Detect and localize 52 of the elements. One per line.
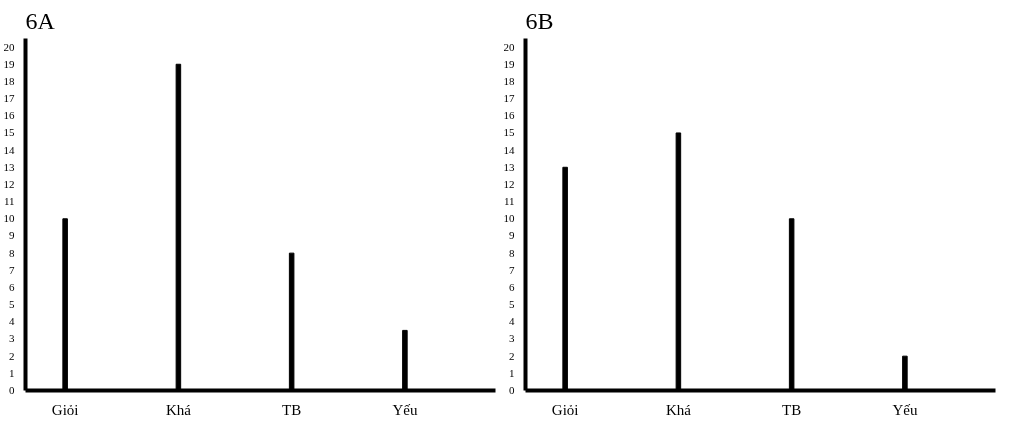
y-tick-label: 1: [9, 366, 15, 379]
y-tick-label: 8: [9, 246, 15, 259]
y-tick-label: 17: [503, 92, 515, 105]
y-tick-label: 16: [3, 109, 15, 122]
y-tick-label: 18: [503, 74, 515, 87]
x-tick-label: Giỏi: [51, 401, 79, 418]
x-tick-label: TB: [782, 401, 802, 418]
y-tick-label: 13: [503, 160, 515, 173]
chart-title: 6A: [25, 7, 56, 34]
y-tick-label: 0: [9, 384, 15, 396]
y-tick-label: 14: [3, 143, 15, 156]
y-tick-label: 5: [509, 298, 515, 311]
y-tick-label: 15: [503, 126, 515, 139]
y-tick-label: 20: [3, 40, 15, 53]
y-tick-label: 15: [3, 126, 15, 139]
y-tick-label: 10: [503, 212, 515, 225]
y-tick-label: 4: [509, 315, 515, 328]
x-tick-label: Khá: [665, 401, 692, 418]
y-tick-label: 9: [9, 229, 15, 242]
x-tick-label: Khá: [165, 401, 192, 418]
x-tick-label: Yếu: [392, 401, 418, 418]
y-tick-label: 4: [9, 315, 15, 328]
y-tick-label: 8: [509, 246, 515, 259]
y-tick-label: 18: [3, 74, 15, 87]
y-tick-label: 7: [9, 263, 15, 276]
y-tick-label: 5: [9, 298, 15, 311]
y-tick-label: 19: [3, 57, 15, 70]
y-tick-label: 7: [509, 263, 515, 276]
y-tick-label: 11: [503, 195, 515, 208]
y-tick-label: 10: [3, 212, 15, 225]
y-tick-label: 16: [503, 109, 515, 122]
y-tick-label: 1: [509, 366, 515, 379]
y-tick-label: 17: [3, 92, 15, 105]
y-tick-label: 9: [509, 229, 515, 242]
chart-title: 6B: [525, 7, 554, 34]
y-tick-label: 14: [503, 143, 515, 156]
x-tick-label: Giỏi: [551, 401, 579, 418]
y-tick-label: 3: [9, 332, 15, 345]
y-tick-label: 19: [503, 57, 515, 70]
x-tick-label: Yếu: [892, 401, 918, 418]
y-tick-label: 2: [9, 349, 15, 362]
y-tick-label: 20: [503, 40, 515, 53]
y-tick-label: 3: [509, 332, 515, 345]
y-tick-label: 12: [503, 177, 515, 190]
y-tick-label: 12: [3, 177, 15, 190]
y-tick-label: 2: [509, 349, 515, 362]
y-tick-label: 11: [3, 195, 15, 208]
x-tick-label: TB: [282, 401, 302, 418]
y-tick-label: 6: [9, 280, 15, 293]
y-tick-label: 6: [509, 280, 515, 293]
y-tick-label: 0: [509, 384, 515, 396]
y-tick-label: 13: [3, 160, 15, 173]
